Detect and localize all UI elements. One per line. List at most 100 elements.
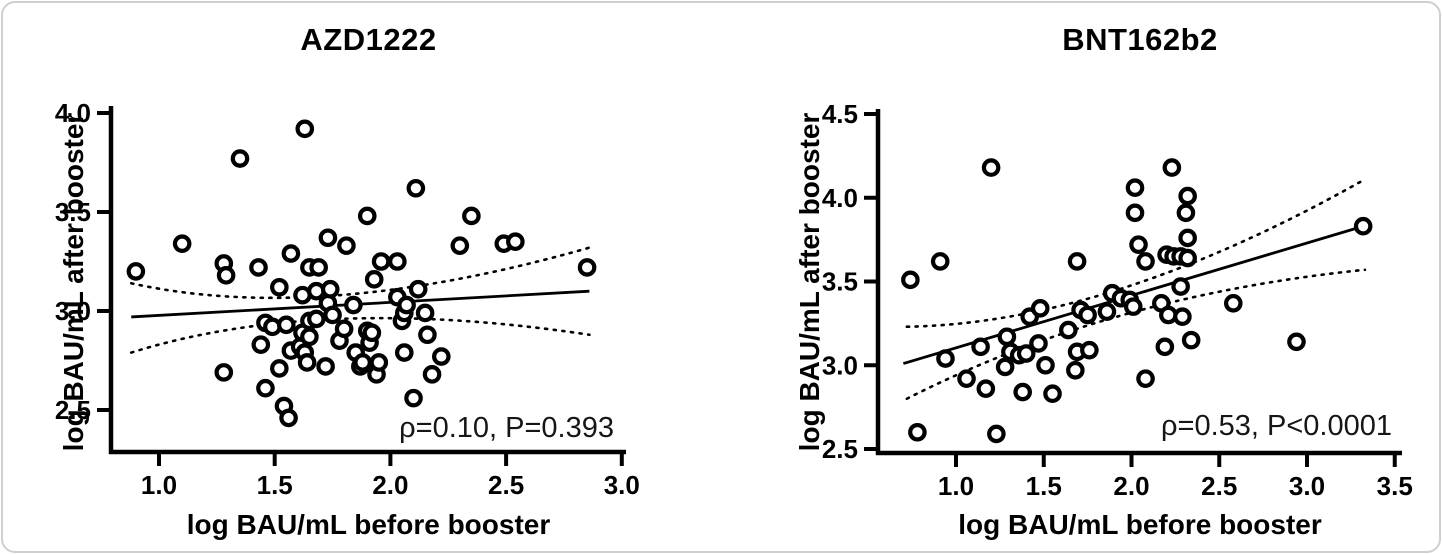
data-point (1043, 384, 1062, 404)
x-tick-label: 1.5 (1026, 471, 1062, 501)
x-tick-label: 1.0 (938, 471, 974, 501)
data-point (976, 379, 996, 398)
bnt162b2-plot: 1.0 1.5 2.0 2.5 3.0 3.5 4.5 4.0 3.5 3.0 2.5 (822, 99, 1413, 501)
x-tick-label: 2.5 (488, 470, 524, 500)
data-point (1176, 203, 1196, 223)
data-point (320, 279, 340, 299)
data-point (371, 252, 391, 271)
y-axis-label: log BAU/mL after booster (794, 112, 825, 452)
data-point (1178, 248, 1197, 268)
data-point (281, 244, 301, 263)
data-point (362, 323, 382, 343)
x-tick-label: 3.0 (1289, 471, 1325, 501)
y-tick-label: 2.5 (55, 395, 91, 425)
data-point (1016, 344, 1036, 363)
data-point (1125, 178, 1145, 197)
data-point (995, 357, 1015, 377)
data-point (1171, 277, 1190, 296)
data-point (230, 149, 250, 168)
x-tick-label: 2.5 (1201, 471, 1237, 501)
y-tick-label: 2.5 (822, 434, 858, 464)
data-point (270, 359, 289, 378)
data-point (422, 365, 442, 384)
data-point (1078, 305, 1097, 325)
data-point (307, 309, 326, 329)
data-point (450, 236, 470, 255)
data-point (357, 206, 377, 226)
data-point (1287, 332, 1306, 352)
data-point (1097, 302, 1117, 321)
data-point (397, 295, 416, 315)
data-point (334, 319, 354, 339)
data-point (256, 378, 275, 398)
x-tick-label: 1.5 (257, 470, 293, 500)
data-point (432, 347, 451, 366)
chart-title: BNT162b2 (1062, 22, 1218, 57)
data-point (251, 335, 271, 354)
data-point (901, 270, 920, 290)
data-point (344, 295, 363, 315)
data-point (981, 158, 1001, 177)
data-point (971, 337, 990, 357)
data-point (214, 363, 234, 382)
data-point (462, 206, 481, 226)
x-tick-label: 2.0 (372, 470, 408, 500)
data-point (364, 270, 384, 289)
data-point (930, 252, 950, 271)
data-point (987, 424, 1006, 444)
data-point (316, 357, 335, 376)
data-point (1123, 297, 1143, 316)
data-point (406, 178, 426, 198)
x-tick-label: 1.0 (141, 470, 177, 500)
data-point (270, 277, 289, 297)
x-tick-label: 3.5 (1377, 471, 1413, 501)
y-tick-label: 3.0 (822, 350, 858, 380)
data-point (1155, 337, 1175, 357)
data-point (415, 303, 435, 323)
data-point (1353, 216, 1373, 236)
correlation-annotation: ρ=0.10, P=0.393 (399, 412, 614, 444)
data-point (300, 327, 319, 347)
data-point (1080, 340, 1099, 360)
x-tick-label: 2.0 (1113, 471, 1149, 501)
data-point (126, 262, 146, 281)
correlation-annotation: ρ=0.53, P<0.0001 (1161, 410, 1392, 442)
data-point (1013, 382, 1032, 402)
data-point (1178, 228, 1197, 248)
data-point (1136, 369, 1155, 388)
y-tick-label: 3.0 (55, 296, 91, 326)
data-point (353, 353, 372, 372)
data-point (1129, 235, 1148, 254)
data-point (388, 252, 407, 271)
data-point (418, 325, 437, 345)
data-point (323, 305, 342, 325)
x-tick-label: 3.0 (604, 470, 640, 500)
data-point (1181, 330, 1201, 350)
data-point (295, 119, 315, 139)
data-point (297, 353, 317, 372)
ci-upper-line (905, 178, 1367, 329)
data-point (318, 228, 338, 248)
data-point (1029, 334, 1048, 353)
data-point (936, 349, 955, 368)
data-point (1059, 320, 1078, 340)
data-point (216, 266, 236, 285)
y-tick-label: 4.5 (822, 99, 858, 129)
data-point (276, 315, 296, 335)
data-point (506, 232, 525, 251)
data-point (172, 234, 192, 253)
data-point (394, 343, 414, 362)
x-axis-label: log BAU/mL before booster (186, 509, 551, 540)
y-tick-label: 3.5 (55, 197, 91, 227)
data-point (1125, 203, 1145, 223)
data-point (309, 258, 328, 277)
data-point (1036, 355, 1055, 375)
data-point (1066, 360, 1085, 380)
ci-upper-line (129, 246, 591, 300)
data-point (577, 258, 597, 277)
x-axis-label: log BAU/mL before booster (958, 509, 1322, 540)
y-tick-label: 4.0 (822, 183, 858, 213)
data-point (279, 408, 298, 428)
